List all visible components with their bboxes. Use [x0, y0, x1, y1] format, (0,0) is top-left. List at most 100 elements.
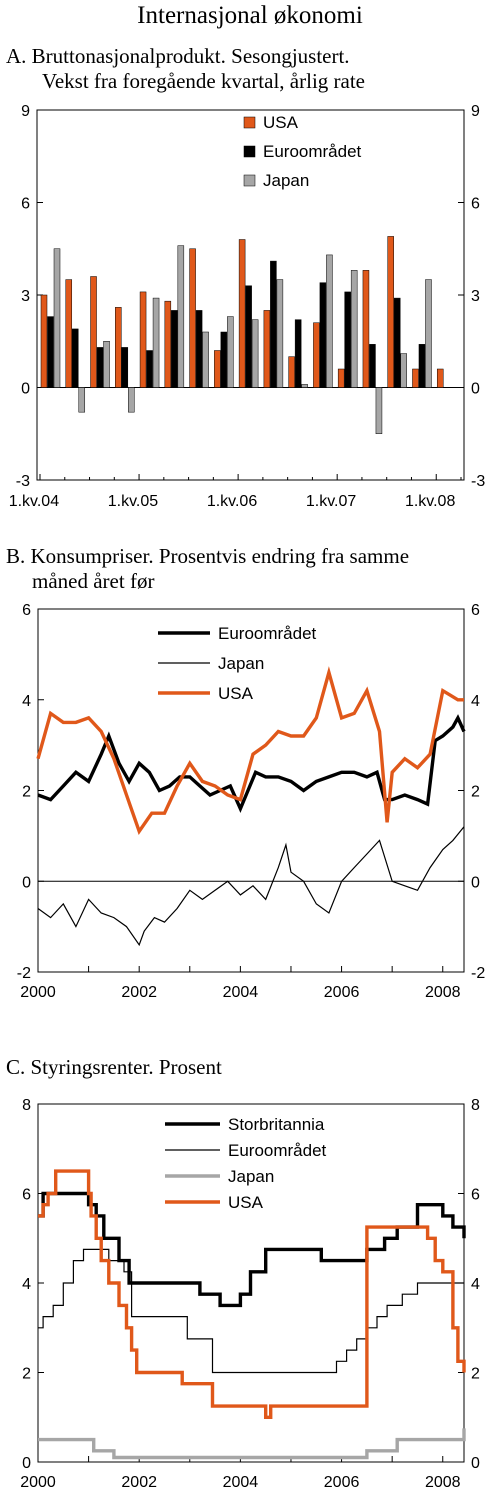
chart-a-ytick-label-right: 3	[471, 288, 480, 305]
chart-b-title-line1: B. Konsumpriser. Prosentvis endring fra …	[6, 544, 410, 568]
bar-euroomra-det-2-kv-05	[171, 310, 178, 388]
bar-usa-4-kv-04	[115, 307, 122, 388]
bar-japan-2-kv-04	[78, 387, 86, 413]
chart-b-consumer-prices: -2 -2 0 0 2 2 4 4 6 6 2000 2002 2004 2006 2008 Euroområ…	[17, 602, 486, 1001]
line-storbritannia	[38, 1191, 466, 1308]
chart-b-title-line2: måned året før	[32, 569, 155, 593]
chart-a-ytick-label-left: 3	[21, 288, 30, 305]
chart-b-ytick-label-right: -2	[471, 965, 485, 982]
bar-usa-2-kv-04	[65, 279, 73, 388]
chart-b-ytick-label-left: -2	[17, 965, 31, 982]
chart-b-xtick-label-2006: 2006	[324, 984, 360, 1001]
bar-usa-2-kv-06	[263, 310, 271, 388]
chart-b-ytick-label-left: 0	[22, 874, 31, 891]
bar-usa-3-kv-07	[387, 236, 394, 388]
bar-euroomra-det-4-kv-05	[220, 331, 228, 388]
bar-japan-1-kv-06	[251, 319, 259, 388]
chart-b-xtick-label-2002: 2002	[121, 984, 157, 1001]
bar-euroomra-det-1-kv-06	[245, 285, 252, 388]
bar-japan-3-kv-07	[400, 353, 407, 388]
chart-a-xtick-label: 1.kv.08	[405, 493, 456, 510]
bar-japan-1-kv-04	[53, 248, 61, 388]
bar-euroomra-det-1-kv-04	[47, 316, 54, 388]
legend-swatch-japan	[243, 174, 256, 187]
legend-label-usa: USA	[228, 1193, 264, 1212]
legend-label-japan: Japan	[263, 171, 309, 190]
legend-label-japan: Japan	[228, 1167, 274, 1186]
bar-japan-4-kv-04	[128, 387, 135, 413]
chart-c-ytick-label-right: 6	[471, 1187, 480, 1204]
chart-c-xtick-label-2000: 2000	[20, 1474, 56, 1491]
chart-c-title: C. Styringsrenter. Prosent	[6, 1055, 222, 1080]
chart-a-ytick-label-left: 9	[21, 103, 30, 120]
bar-japan-3-kv-06	[301, 384, 308, 388]
chart-b-ytick-label-right: 2	[471, 784, 480, 801]
bar-euroomra-det-2-kv-06	[270, 260, 277, 388]
bar-japan-2-kv-07	[375, 387, 383, 434]
bar-japan-4-kv-05	[227, 316, 234, 388]
bar-euroomra-det-3-kv-05	[195, 310, 203, 388]
chart-c-xtick-label-2002: 2002	[121, 1474, 157, 1491]
legend-label-storbritannia: Storbritannia	[228, 1115, 325, 1134]
line-japan	[38, 1428, 466, 1460]
chart-b-xtick-label-2008: 2008	[425, 984, 461, 1001]
chart-c-title-line1: C. Styringsrenter. Prosent	[6, 1055, 222, 1079]
chart-a-ytick-label-left: -3	[16, 473, 30, 490]
bar-usa-3-kv-04	[90, 276, 97, 388]
chart-c-ytick-label-right: 4	[471, 1276, 480, 1293]
bar-euroomra-det-4-kv-04	[121, 347, 129, 388]
bar-usa-4-kv-07	[412, 368, 419, 388]
legend-swatch-euroomra-det	[243, 145, 256, 158]
bar-euroomra-det-4-kv-06	[319, 282, 327, 388]
chart-b-ytick-label-right: 4	[471, 693, 480, 710]
bar-euroomra-det-3-kv-07	[393, 297, 401, 388]
line-usa	[36, 666, 464, 836]
bar-euroomra-det-3-kv-04	[96, 347, 104, 388]
bar-usa-4-kv-05	[214, 350, 221, 388]
bar-japan-1-kv-07	[350, 270, 358, 388]
bar-japan-1-kv-05	[152, 297, 160, 388]
chart-c-ytick-label-left: 8	[22, 1097, 31, 1114]
chart-b-ytick-label-left: 4	[22, 693, 31, 710]
chart-b-ytick-label-left: 2	[22, 784, 31, 801]
bar-euroomra-det-3-kv-06	[294, 319, 302, 388]
chart-a-gdp-growth: -3 -3 0 0 3 3 6 6 9 9 1.kv.04 1.kv.05 1.kv.06 1.kv.07…	[9, 103, 486, 510]
legend-label-usa: USA	[218, 684, 254, 703]
bar-usa-1-kv-04	[40, 294, 48, 388]
chart-b-ytick-label-left: 6	[22, 602, 31, 619]
chart-c-xtick-label-2006: 2006	[324, 1474, 360, 1491]
bar-japan-4-kv-06	[326, 254, 333, 388]
line-euroomra-det	[38, 1248, 464, 1374]
line-japan	[37, 826, 465, 947]
legend-label-euroomra-det: Euroområdet	[228, 1141, 327, 1160]
chart-c-ytick-label-right: 0	[471, 1455, 480, 1472]
legend-label-usa: USA	[263, 113, 299, 132]
chart-a-ytick-label-left: 0	[21, 381, 30, 398]
line-usa	[38, 1169, 466, 1419]
chart-a-ytick-label-right: 6	[471, 196, 480, 213]
chart-c-ytick-label-left: 6	[22, 1187, 31, 1204]
chart-a-xtick-label: 1.kv.04	[9, 493, 60, 510]
chart-b-title: B. Konsumpriser. Prosentvis endring fra …	[6, 544, 409, 594]
chart-a-xtick-label: 1.kv.07	[306, 493, 357, 510]
bar-usa-3-kv-05	[189, 248, 196, 388]
legend-label-euroomra-det: Euroområdet	[263, 142, 362, 161]
legend-label-euroomra-det: Euroområdet	[218, 624, 317, 643]
bar-usa-2-kv-05	[164, 300, 172, 388]
bar-usa-4-kv-06	[313, 322, 320, 388]
chart-c-policy-rates: 0 0 2 2 4 4 6 6 8 8 2000 2002 2004 2006 2008 Storbritan…	[20, 1097, 480, 1491]
chart-b-xtick-label-2000: 2000	[20, 984, 56, 1001]
bar-usa-2-kv-07	[362, 270, 370, 388]
bar-usa-1-kv-07	[337, 368, 345, 388]
chart-c-ytick-label-left: 2	[22, 1366, 31, 1383]
bar-usa-1-kv-08	[436, 368, 444, 388]
bar-japan-2-kv-05	[177, 245, 185, 388]
chart-b-xtick-label-2004: 2004	[223, 984, 259, 1001]
bar-euroomra-det-2-kv-07	[369, 344, 376, 388]
bar-japan-4-kv-07	[425, 279, 432, 388]
bar-usa-1-kv-06	[238, 239, 246, 388]
chart-c-ytick-label-right: 2	[471, 1366, 480, 1383]
chart-a-title-line2: Vekst fra foregående kvartal, årlig rate	[42, 69, 365, 93]
chart-b-ytick-label-right: 6	[471, 602, 480, 619]
legend-swatch-usa	[243, 116, 256, 129]
